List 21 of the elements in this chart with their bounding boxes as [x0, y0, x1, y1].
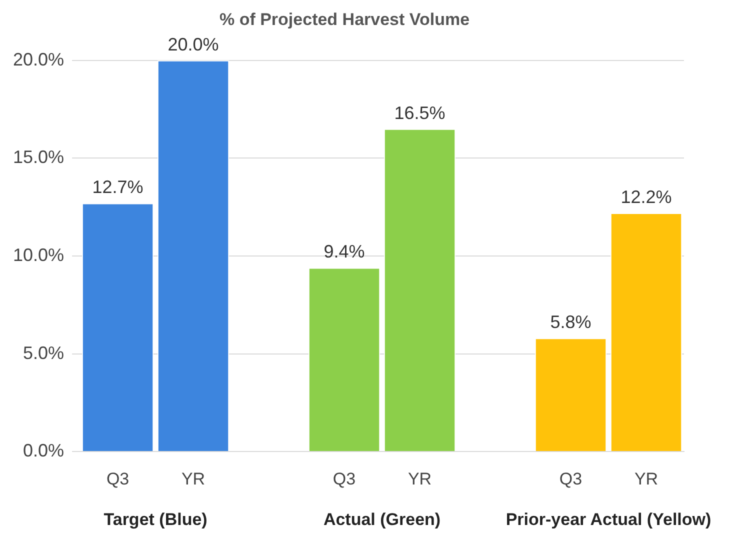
x-tick-label: Q3: [332, 469, 356, 488]
x-tick-label: YR: [634, 469, 658, 488]
x-tick-label: YR: [408, 469, 432, 488]
y-tick-label: 5.0%: [23, 342, 64, 363]
y-tick-label: 0.0%: [23, 440, 64, 461]
text: Prior-year Actual (Yellow): [506, 510, 712, 530]
text: Target (Blue): [104, 510, 208, 530]
data-label: 12.7%: [92, 177, 144, 198]
chart-title: % of Projected Harvest Volume: [219, 10, 470, 29]
y-tick-label: 20.0%: [12, 49, 64, 70]
data-label: 9.4%: [324, 242, 365, 262]
data-label: 12.2%: [620, 186, 672, 207]
y-tick-label: 10.0%: [12, 244, 64, 265]
data-label: 5.8%: [550, 312, 592, 332]
x-tick-label: YR: [181, 469, 206, 488]
x-tick-label: Q3: [106, 469, 130, 488]
x-tick-label: Q3: [559, 469, 582, 488]
y-tick-label: 15.0%: [12, 147, 64, 168]
text: Actual (Green): [323, 510, 441, 530]
data-label: 16.5%: [394, 102, 446, 123]
data-label: 20.0%: [168, 34, 219, 54]
